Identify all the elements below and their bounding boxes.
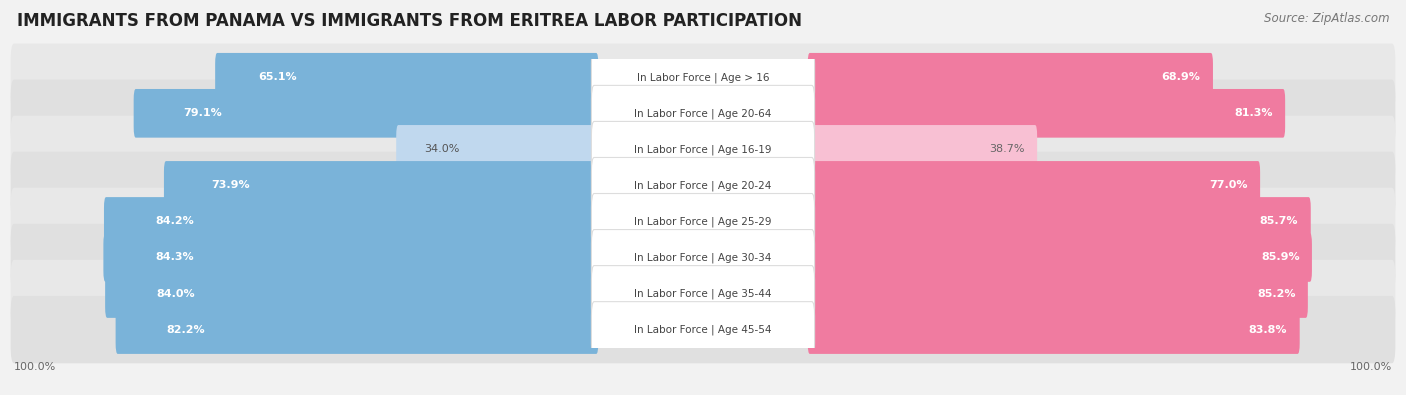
FancyBboxPatch shape — [807, 89, 1285, 137]
FancyBboxPatch shape — [11, 224, 1395, 291]
Text: In Labor Force | Age 45-54: In Labor Force | Age 45-54 — [634, 324, 772, 335]
FancyBboxPatch shape — [215, 53, 599, 102]
FancyBboxPatch shape — [134, 89, 599, 137]
Text: 84.0%: 84.0% — [156, 288, 195, 299]
Text: In Labor Force | Age 20-64: In Labor Force | Age 20-64 — [634, 108, 772, 118]
Text: 83.8%: 83.8% — [1249, 325, 1288, 335]
Text: In Labor Force | Age 30-34: In Labor Force | Age 30-34 — [634, 252, 772, 263]
Text: 38.7%: 38.7% — [990, 144, 1025, 154]
FancyBboxPatch shape — [592, 229, 814, 286]
FancyBboxPatch shape — [396, 125, 599, 174]
FancyBboxPatch shape — [165, 161, 599, 210]
Text: 34.0%: 34.0% — [425, 144, 460, 154]
FancyBboxPatch shape — [592, 158, 814, 213]
Text: 85.7%: 85.7% — [1260, 216, 1298, 226]
Text: In Labor Force | Age 20-24: In Labor Force | Age 20-24 — [634, 180, 772, 191]
Text: 79.1%: 79.1% — [183, 108, 222, 118]
Text: 82.2%: 82.2% — [166, 325, 205, 335]
FancyBboxPatch shape — [115, 305, 599, 354]
FancyBboxPatch shape — [592, 194, 814, 249]
FancyBboxPatch shape — [592, 49, 814, 105]
FancyBboxPatch shape — [104, 197, 599, 246]
FancyBboxPatch shape — [592, 121, 814, 177]
FancyBboxPatch shape — [807, 161, 1260, 210]
Text: In Labor Force | Age 25-29: In Labor Force | Age 25-29 — [634, 216, 772, 227]
FancyBboxPatch shape — [104, 233, 599, 282]
FancyBboxPatch shape — [105, 269, 599, 318]
Text: Source: ZipAtlas.com: Source: ZipAtlas.com — [1264, 12, 1389, 25]
Text: 68.9%: 68.9% — [1161, 72, 1201, 82]
Text: IMMIGRANTS FROM PANAMA VS IMMIGRANTS FROM ERITREA LABOR PARTICIPATION: IMMIGRANTS FROM PANAMA VS IMMIGRANTS FRO… — [17, 12, 801, 30]
Text: 84.3%: 84.3% — [155, 252, 194, 263]
Text: 65.1%: 65.1% — [257, 72, 297, 82]
FancyBboxPatch shape — [11, 152, 1395, 219]
FancyBboxPatch shape — [807, 125, 1038, 174]
Text: In Labor Force | Age 16-19: In Labor Force | Age 16-19 — [634, 144, 772, 154]
FancyBboxPatch shape — [11, 80, 1395, 147]
Text: 84.2%: 84.2% — [156, 216, 194, 226]
FancyBboxPatch shape — [807, 233, 1312, 282]
FancyBboxPatch shape — [807, 53, 1213, 102]
FancyBboxPatch shape — [11, 296, 1395, 363]
FancyBboxPatch shape — [11, 116, 1395, 183]
Text: 100.0%: 100.0% — [1350, 362, 1392, 372]
Text: 85.9%: 85.9% — [1261, 252, 1299, 263]
FancyBboxPatch shape — [592, 302, 814, 357]
Text: In Labor Force | Age > 16: In Labor Force | Age > 16 — [637, 72, 769, 83]
Text: 73.9%: 73.9% — [211, 181, 249, 190]
Text: 81.3%: 81.3% — [1234, 108, 1272, 118]
FancyBboxPatch shape — [11, 188, 1395, 255]
FancyBboxPatch shape — [807, 305, 1299, 354]
Text: In Labor Force | Age 35-44: In Labor Force | Age 35-44 — [634, 288, 772, 299]
Text: 85.2%: 85.2% — [1257, 288, 1295, 299]
FancyBboxPatch shape — [11, 260, 1395, 327]
FancyBboxPatch shape — [11, 43, 1395, 111]
FancyBboxPatch shape — [807, 197, 1310, 246]
FancyBboxPatch shape — [807, 269, 1308, 318]
FancyBboxPatch shape — [592, 85, 814, 141]
FancyBboxPatch shape — [592, 265, 814, 322]
Text: 77.0%: 77.0% — [1209, 181, 1247, 190]
Text: 100.0%: 100.0% — [14, 362, 56, 372]
